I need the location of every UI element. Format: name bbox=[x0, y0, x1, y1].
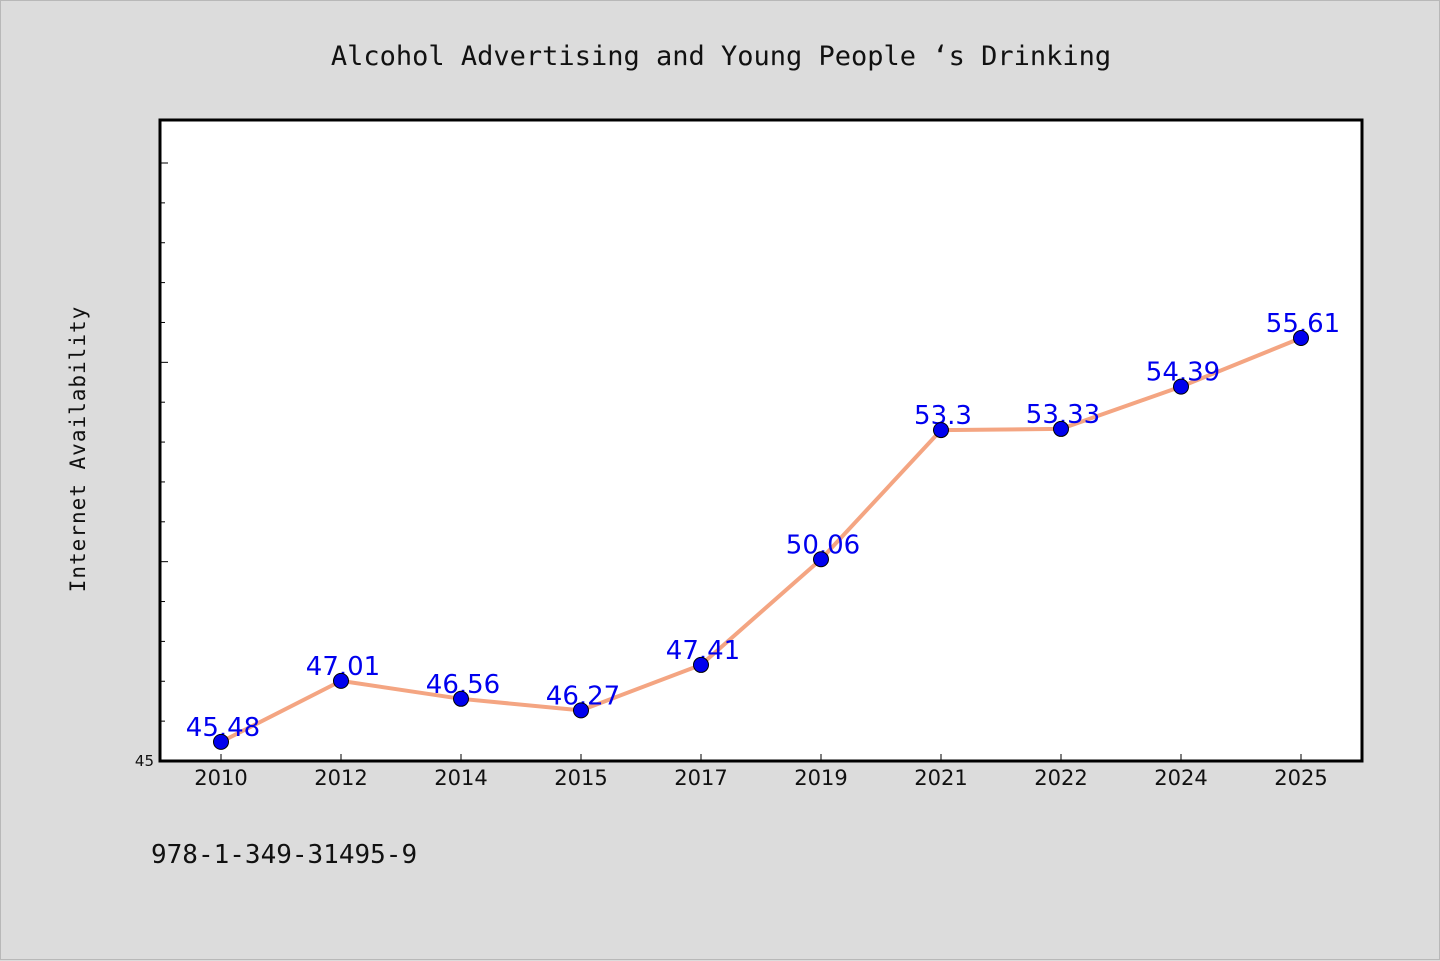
data-point-marker bbox=[1053, 420, 1069, 437]
x-tick-label: 2019 bbox=[794, 766, 847, 790]
x-axis-ticks: 2010 2012 2014 2015 2017 2019 2021 2022 2024 2025 bbox=[194, 754, 1328, 790]
y-axis-label: Internet Availability bbox=[66, 306, 90, 593]
y-tick-label: 45 bbox=[135, 752, 154, 770]
data-point-marker bbox=[573, 702, 589, 719]
series-line bbox=[219, 336, 1303, 744]
data-point-marker bbox=[693, 656, 709, 673]
x-tick-label: 2021 bbox=[914, 766, 967, 790]
data-point-marker bbox=[453, 690, 469, 707]
plot-area bbox=[158, 118, 1364, 763]
data-point-marker bbox=[333, 672, 349, 689]
y-axis-ticks: 45 bbox=[135, 162, 168, 770]
x-tick-label: 2025 bbox=[1274, 766, 1327, 790]
data-point-marker bbox=[813, 551, 829, 568]
data-point-marker bbox=[1293, 330, 1309, 347]
data-point-marker bbox=[213, 733, 229, 750]
x-tick-label: 2015 bbox=[554, 766, 607, 790]
isbn-text: 978-1-349-31495-9 bbox=[151, 840, 417, 870]
x-tick-label: 2014 bbox=[434, 766, 487, 790]
data-point-marker bbox=[933, 422, 949, 439]
chart-title: Alcohol Advertising and Young People ‘s … bbox=[331, 41, 1111, 72]
x-tick-label: 2017 bbox=[674, 766, 727, 790]
x-tick-label: 2024 bbox=[1154, 766, 1207, 790]
x-tick-label: 2022 bbox=[1034, 766, 1087, 790]
data-point-marker bbox=[1173, 378, 1189, 395]
x-tick-label: 2012 bbox=[314, 766, 367, 790]
x-tick-label: 2010 bbox=[194, 766, 247, 790]
